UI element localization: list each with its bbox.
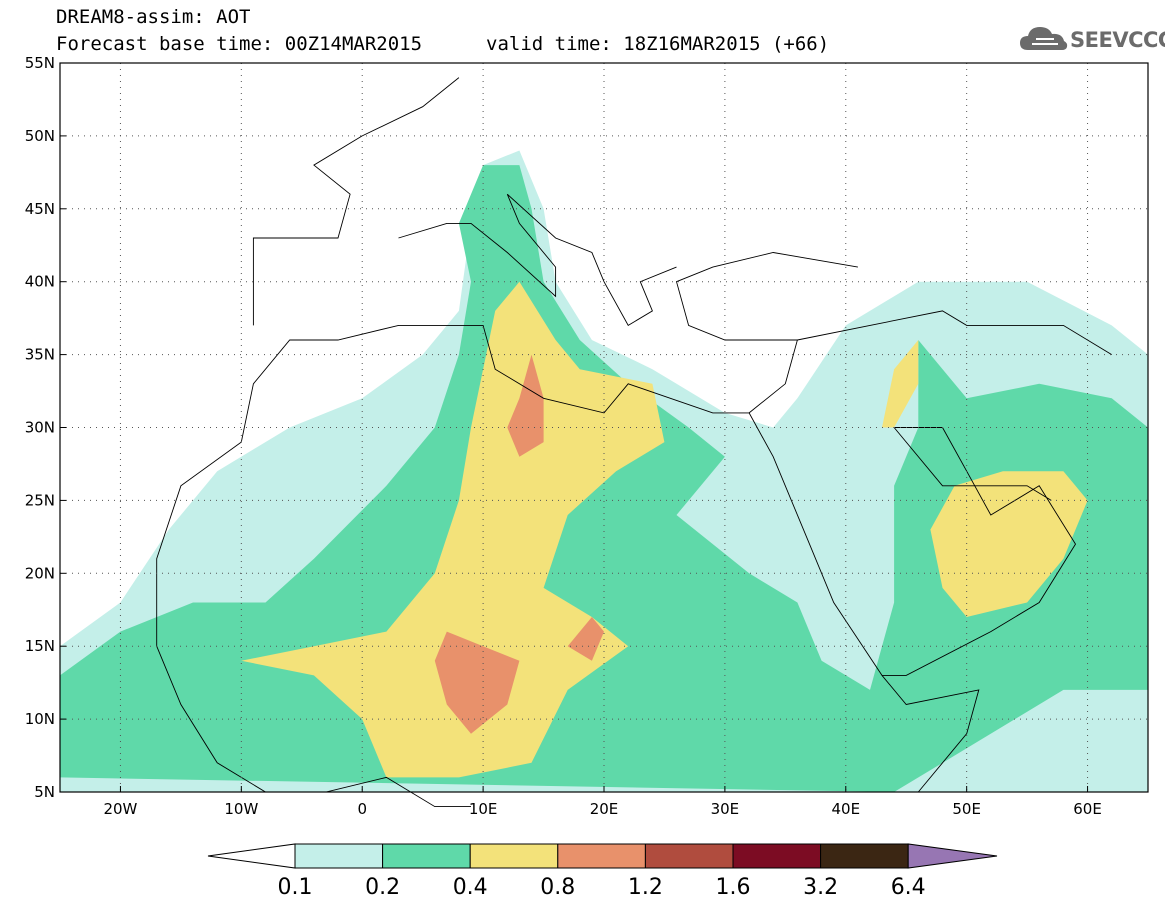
lat-tick-label: 20N [25, 564, 55, 582]
colorbar: 0.1 0.2 0.4 0.8 1.2 1.6 3.2 6.4 [207, 843, 998, 900]
lon-tick-label: 10W [224, 800, 258, 818]
valid-time: valid time: 18Z16MAR2015 (+66) [486, 33, 830, 55]
coastline-horn [881, 675, 980, 793]
lat-tick-label: 35N [25, 346, 55, 364]
coastline-north-africa [156, 252, 858, 647]
colorbar-tick-label: 3.2 [803, 875, 838, 900]
coastlines [156, 77, 1112, 808]
product-title: DREAM8-assim: AOT [56, 6, 251, 28]
lon-tick-label: 50E [952, 800, 981, 818]
colorbar-segment [644, 843, 734, 869]
colorbar-segment [469, 843, 559, 869]
coastline-arabia [748, 412, 1077, 676]
aot-region-0.4-0.8 [930, 471, 1088, 617]
lat-tick-label: 10N [25, 710, 55, 728]
aot-region-0.8-1.2 [567, 617, 604, 661]
colorbar-segment [382, 843, 471, 869]
colorbar-tick-label: 0.2 [365, 875, 400, 900]
lon-tick-label: 10E [469, 800, 498, 818]
coastline-east [797, 310, 1112, 355]
lat-tick-label: 50N [25, 127, 55, 145]
aot-region-0.8-1.2 [434, 631, 520, 734]
lon-tick-label: 40E [831, 800, 860, 818]
lat-tick-label: 45N [25, 200, 55, 218]
map-plot-area [59, 62, 1149, 808]
seevccc-logo: SEEVCCC [1018, 22, 1165, 58]
lon-tick-label: 20W [103, 800, 137, 818]
coastline-mediterranean-north [398, 193, 677, 327]
colorbar-segment [820, 843, 909, 869]
lat-tick-label: 15N [25, 637, 55, 655]
coastline-iberia-france [252, 77, 460, 326]
aot-region-0.8-1.2 [507, 354, 544, 457]
colorbar-tick-label: 0.4 [453, 875, 488, 900]
lon-tick-label: 30E [711, 800, 740, 818]
colorbar-segment [557, 843, 646, 869]
aot-region-0.4-0.8 [241, 281, 665, 778]
colorbar-tick-label: 1.2 [628, 875, 663, 900]
colorbar-tick-label: 1.6 [716, 875, 751, 900]
lat-tick-label: 40N [25, 273, 55, 291]
colorbar-tick-label: 0.8 [540, 875, 575, 900]
lon-tick-label: 0 [357, 800, 367, 818]
lat-tick-label: 30N [25, 419, 55, 437]
logo-text: SEEVCCC [1070, 28, 1165, 52]
colorbar-under-arrow [207, 843, 296, 869]
colorbar-segment [294, 843, 384, 869]
lat-tick-label: 25N [25, 491, 55, 509]
axis-ticks: 20W 10W 0 10E 20E 30E 40E 50E 60E 5N 10N 15N 20N 25N 3… [25, 54, 1102, 818]
lat-tick-label: 55N [25, 54, 55, 72]
base-time: Forecast base time: 00Z14MAR2015 [56, 33, 423, 55]
lon-tick-label: 60E [1073, 800, 1102, 818]
colorbar-tick-label: 0.1 [278, 875, 313, 900]
cloud-icon [1020, 27, 1068, 50]
lon-tick-label: 20E [590, 800, 619, 818]
lat-tick-label: 5N [34, 783, 55, 801]
aot-region-0.4-0.8 [882, 340, 919, 428]
colorbar-over-arrow [907, 843, 998, 869]
colorbar-tick-label: 6.4 [891, 875, 926, 900]
colorbar-segment [732, 843, 822, 869]
